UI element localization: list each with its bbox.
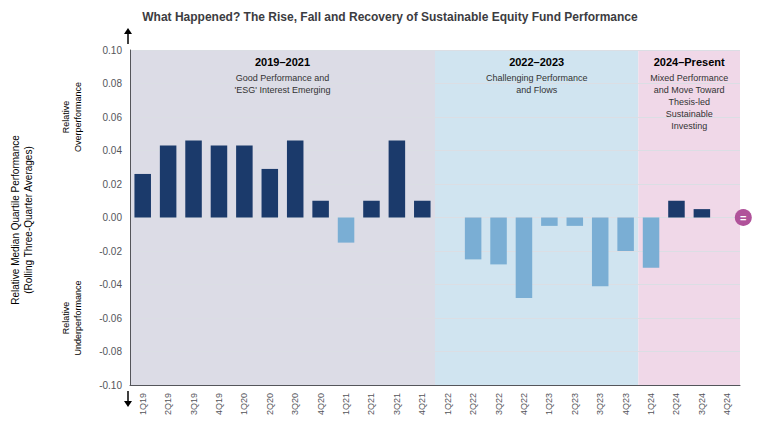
svg-text:-0.04: -0.04: [99, 279, 122, 290]
svg-text:4Q19: 4Q19: [214, 393, 224, 415]
svg-text:4Q23: 4Q23: [621, 393, 631, 415]
svg-text:4Q24: 4Q24: [722, 393, 732, 415]
svg-text:2024–Present: 2024–Present: [654, 56, 725, 68]
svg-text:0.08: 0.08: [103, 78, 123, 89]
svg-text:4Q22: 4Q22: [519, 393, 529, 415]
svg-text:1Q19: 1Q19: [138, 393, 148, 415]
svg-text:3Q21: 3Q21: [392, 393, 402, 415]
svg-text:2019–2021: 2019–2021: [255, 56, 310, 68]
svg-text:2Q23: 2Q23: [570, 393, 580, 415]
svg-text:Investing: Investing: [671, 121, 707, 131]
svg-text:0.00: 0.00: [103, 212, 123, 223]
svg-text:2Q19: 2Q19: [163, 393, 173, 415]
svg-text:Challenging Performance: Challenging Performance: [486, 73, 588, 83]
svg-text:0.04: 0.04: [103, 145, 123, 156]
svg-text:Underperformance: Underperformance: [73, 280, 83, 355]
svg-text:What Happened? The Rise, Fall: What Happened? The Rise, Fall and Recove…: [142, 10, 638, 24]
svg-text:and Flows: and Flows: [516, 85, 558, 95]
svg-text:1Q23: 1Q23: [544, 393, 554, 415]
svg-text:Relative: Relative: [61, 101, 71, 134]
svg-text:-0.06: -0.06: [99, 313, 122, 324]
svg-text:1Q21: 1Q21: [341, 393, 351, 415]
svg-text:3Q22: 3Q22: [494, 393, 504, 415]
svg-text:4Q21: 4Q21: [417, 393, 427, 415]
svg-text:0.06: 0.06: [103, 112, 123, 123]
svg-text:3Q19: 3Q19: [189, 393, 199, 415]
svg-text:1Q24: 1Q24: [646, 393, 656, 415]
svg-text:-0.02: -0.02: [99, 246, 122, 257]
svg-text:Relative: Relative: [61, 302, 71, 335]
svg-text:Good Performance and: Good Performance and: [236, 73, 330, 83]
svg-text:2Q21: 2Q21: [366, 393, 376, 415]
svg-text:2Q22: 2Q22: [468, 393, 478, 415]
svg-text:1Q22: 1Q22: [443, 393, 453, 415]
svg-text:and Move Toward: and Move Toward: [654, 85, 725, 95]
svg-text:'ESG' Interest Emerging: 'ESG' Interest Emerging: [235, 85, 331, 95]
svg-text:Sustainable: Sustainable: [666, 109, 713, 119]
svg-text:-0.10: -0.10: [99, 380, 122, 391]
svg-text:=: =: [740, 212, 746, 224]
svg-text:3Q20: 3Q20: [290, 393, 300, 415]
svg-text:1Q20: 1Q20: [239, 393, 249, 415]
svg-text:4Q20: 4Q20: [316, 393, 326, 415]
svg-text:Mixed Performance: Mixed Performance: [650, 73, 728, 83]
svg-text:3Q23: 3Q23: [595, 393, 605, 415]
svg-text:Thesis-led: Thesis-led: [668, 97, 710, 107]
svg-text:-0.08: -0.08: [99, 346, 122, 357]
svg-text:Overperformance: Overperformance: [73, 82, 83, 152]
svg-text:3Q24: 3Q24: [697, 393, 707, 415]
svg-text:2Q20: 2Q20: [265, 393, 275, 415]
svg-text:Relative Median Quartile Perfo: Relative Median Quartile Performance: [10, 135, 21, 305]
svg-text:(Rolling Three-Quarter Average: (Rolling Three-Quarter Averages): [23, 146, 34, 293]
svg-text:0.02: 0.02: [103, 179, 123, 190]
svg-text:2Q24: 2Q24: [671, 393, 681, 415]
svg-text:0.10: 0.10: [103, 45, 123, 56]
svg-text:2022–2023: 2022–2023: [509, 56, 564, 68]
